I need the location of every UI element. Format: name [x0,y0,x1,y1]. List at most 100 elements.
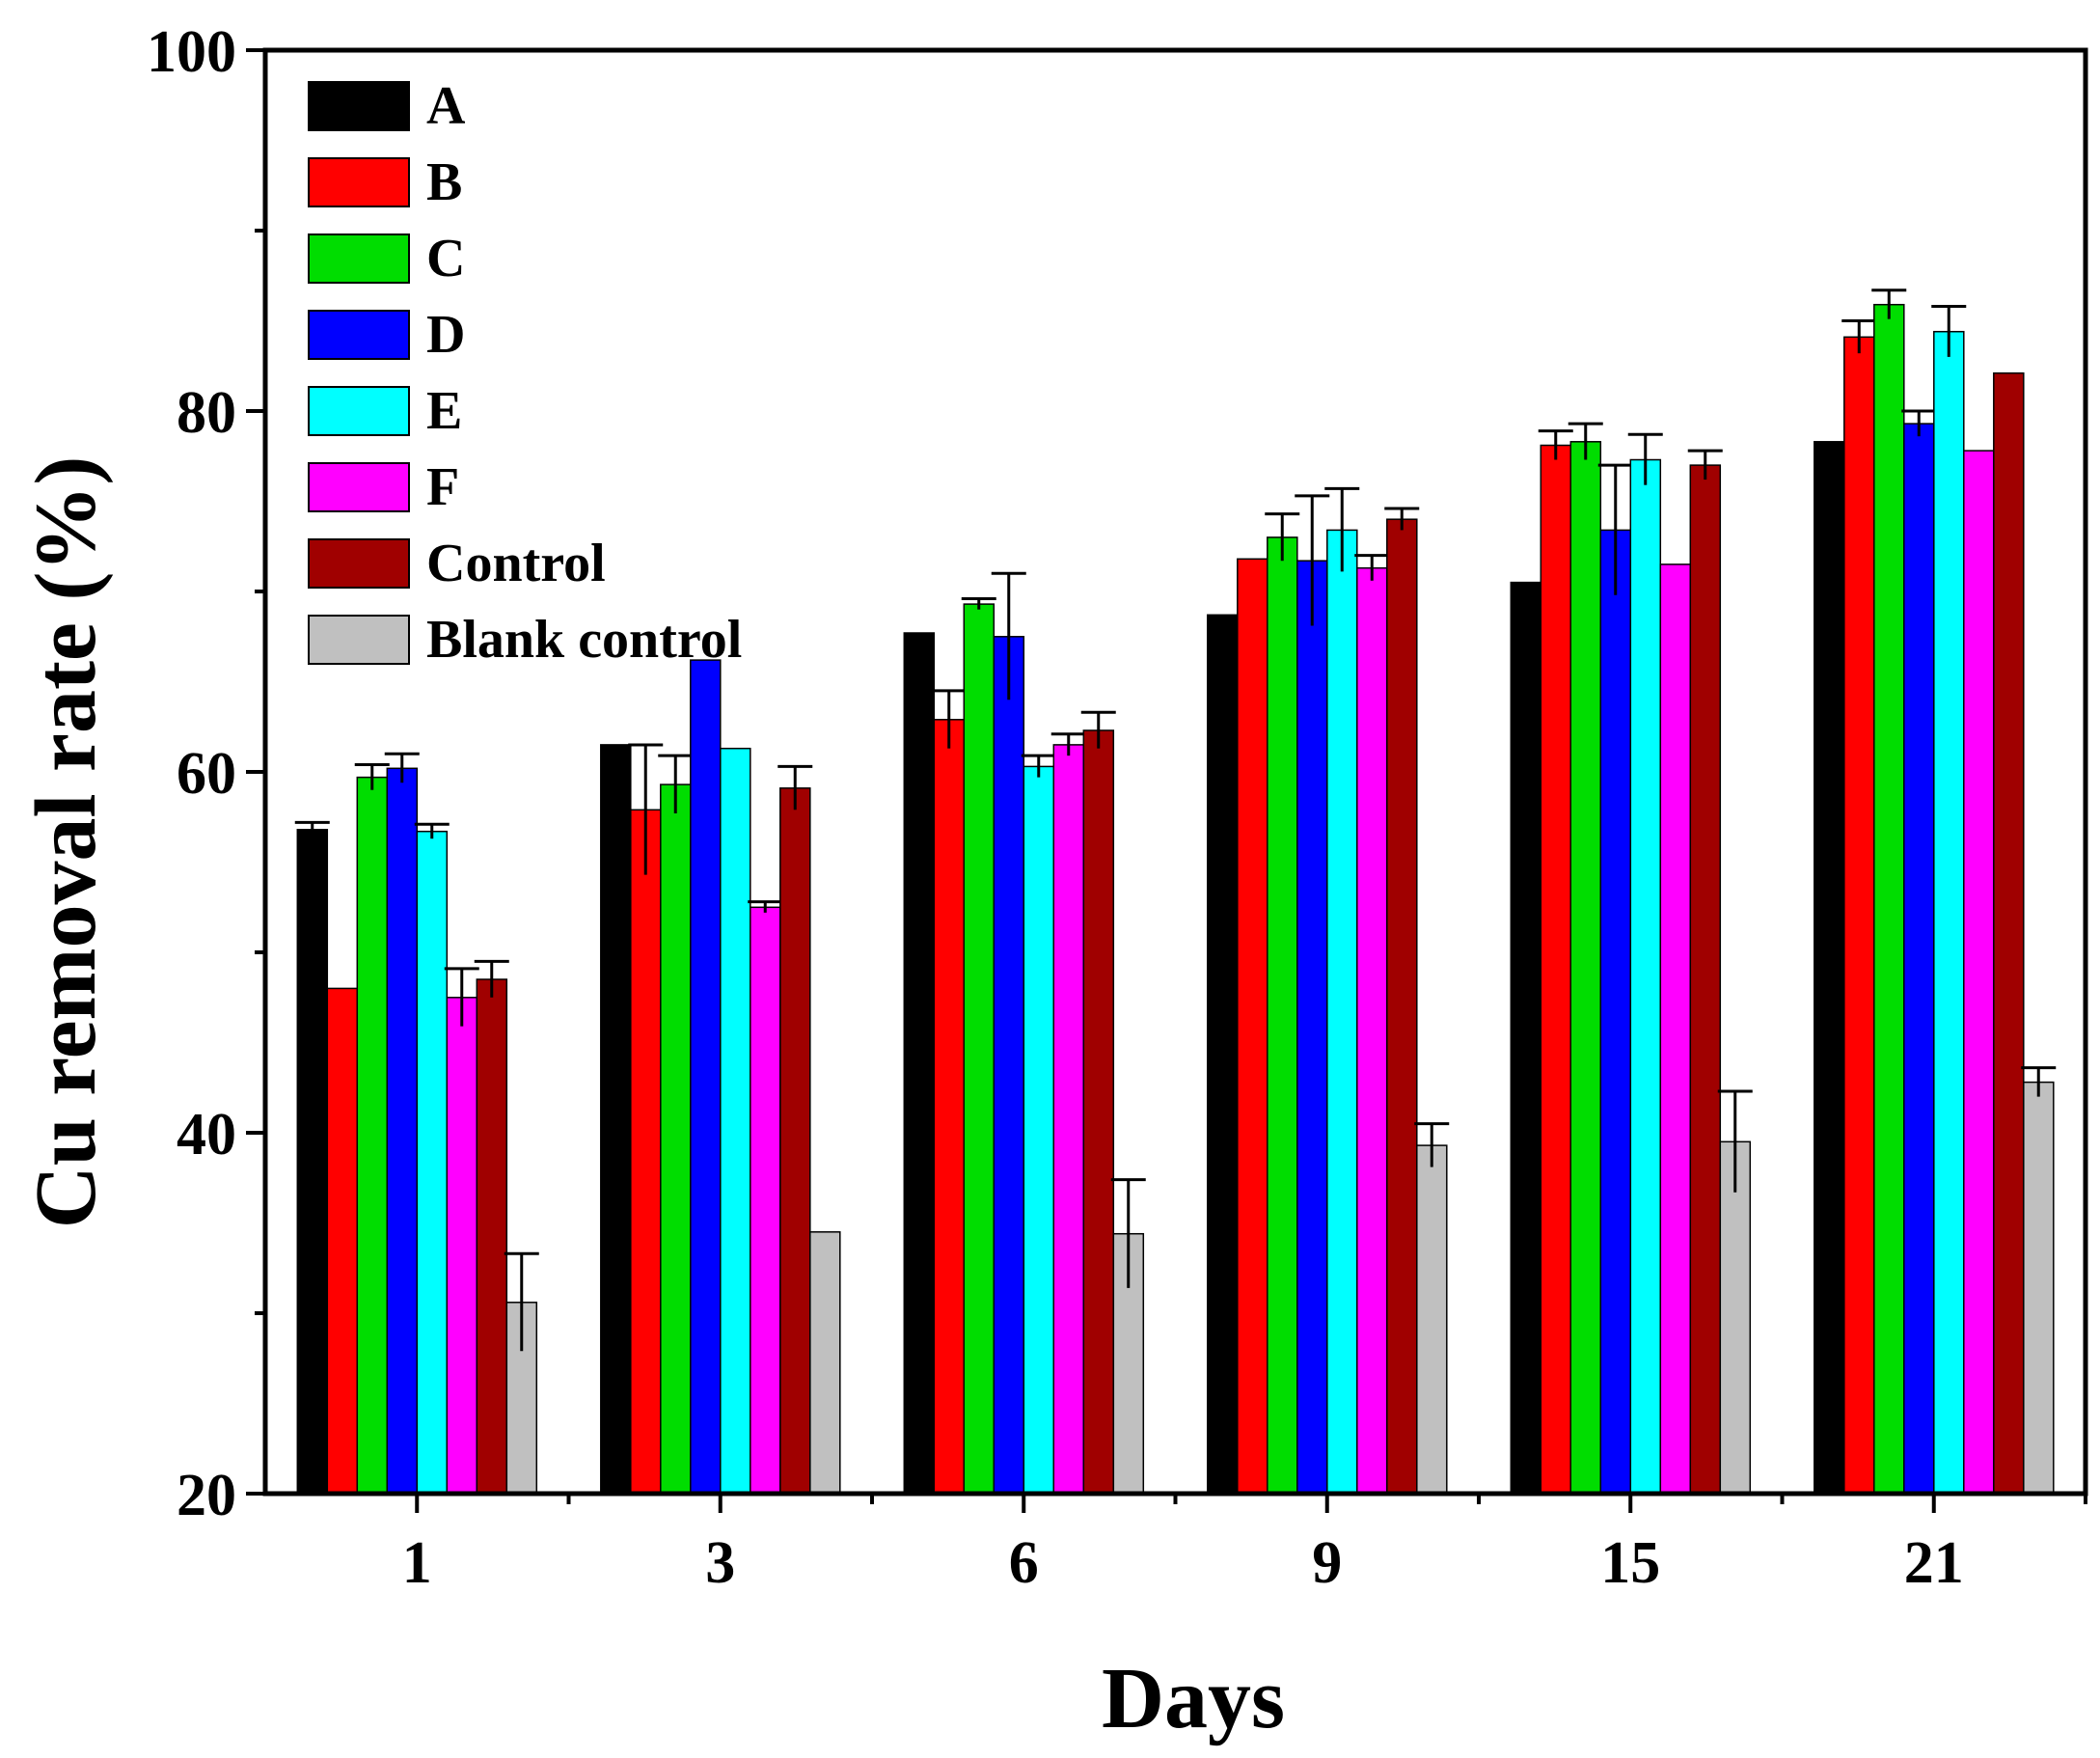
bar-f-day-9 [1356,566,1388,1495]
x-tick-label: 1 [402,1530,432,1596]
error-bar [1080,710,1116,749]
bar-control-day-15 [1689,464,1722,1495]
legend-label: A [426,76,466,136]
legend-label: E [426,381,462,441]
bar-d-day-3 [690,659,722,1495]
error-bar [1295,494,1330,626]
bar-a-day-1 [296,829,329,1495]
bar-f-day-3 [750,906,781,1495]
error-bar [1384,507,1420,531]
bar-b-day-1 [326,987,359,1495]
legend-item-c: C [308,229,465,288]
legend-swatch [308,157,410,207]
error-bar [1687,449,1723,481]
bar-b-day-3 [630,809,662,1495]
bar-d-day-1 [386,767,419,1495]
bar-a-day-21 [1814,441,1845,1495]
error-bar [1627,432,1663,485]
error-bar [628,743,664,875]
legend-label: Blank control [426,610,742,670]
y-tick-label: 80 [177,380,236,446]
error-bar [1568,422,1603,460]
legend-label: C [426,229,465,288]
legend-label: B [426,152,462,212]
bar-e-day-1 [416,830,449,1495]
bar-b-day-6 [933,719,966,1495]
error-bar [1931,305,1967,357]
error-bar [354,763,390,790]
bar-a-day-6 [903,632,936,1495]
bar-d-day-21 [1903,423,1935,1495]
error-bar [1597,463,1633,595]
error-bar [748,900,783,913]
error-bar [1871,288,1907,319]
legend-swatch [308,615,410,665]
x-tick-label: 6 [1009,1530,1039,1596]
bar-f-day-1 [446,997,478,1495]
x-axis-title: Days [1102,1651,1285,1746]
y-tick-label: 20 [177,1463,236,1528]
error-bar [1265,512,1300,562]
axes-layer: 20 40 60 80 100 1 3 6 9 15 21 [147,19,2088,1596]
y-axis-title: Cu removal rate (%) [18,456,114,1229]
y-tick-label: 100 [147,19,236,85]
bar-control-day-1 [476,978,508,1495]
bar-c-day-9 [1267,536,1298,1495]
x-tick-label: 3 [705,1530,735,1596]
error-bar [2021,1066,2057,1097]
legend-label: F [426,457,459,517]
x-tick-label: 21 [1904,1530,1964,1596]
bar-c-day-1 [356,776,389,1495]
legend-swatch [308,310,410,360]
bar-control-day-21 [1993,371,2025,1495]
bar-b-day-15 [1540,444,1572,1495]
error-bar [1538,429,1573,460]
legend-label: Control [426,534,606,593]
x-tick-label: 9 [1312,1530,1342,1596]
legend-item-a: A [308,76,466,136]
error-bar [1841,319,1877,354]
legend-swatch [308,462,410,512]
error-bar [1414,1122,1450,1167]
legend-item-control: Control [308,534,606,593]
error-bar [1324,486,1360,572]
bar-e-day-21 [1933,330,1965,1495]
legend-item-f: F [308,457,459,517]
bar-c-day-15 [1569,441,1602,1495]
y-tick-label: 40 [177,1102,236,1167]
error-bar [1354,554,1390,581]
bar-a-day-15 [1510,581,1542,1495]
bar-control-day-6 [1082,729,1115,1495]
error-bar [961,596,996,610]
bar-blank-control-day-9 [1416,1144,1448,1495]
error-bar [474,959,509,998]
error-bar [1901,409,1937,437]
error-bar [294,820,330,838]
bar-c-day-6 [963,603,995,1495]
legend-swatch [308,233,410,284]
error-bar [1050,732,1086,756]
bar-d-day-6 [993,636,1025,1495]
error-bar [414,822,450,839]
error-bar [777,764,813,810]
bar-c-day-21 [1873,303,1905,1495]
error-bar [1021,754,1056,778]
error-bar [1717,1089,1753,1193]
error-bar [384,752,420,783]
bar-control-day-9 [1386,518,1418,1495]
bar-control-day-3 [779,787,811,1495]
bar-e-day-9 [1326,529,1358,1495]
bar-f-day-21 [1963,450,1995,1495]
bar-blank-control-day-3 [809,1231,841,1495]
error-bar [1110,1178,1146,1288]
bar-f-day-6 [1052,744,1085,1495]
error-bar [658,754,694,814]
bar-c-day-3 [660,783,692,1495]
x-tick-label: 15 [1600,1530,1660,1596]
bar-f-day-15 [1659,563,1692,1495]
legend-item-b: B [308,152,462,212]
error-bar [504,1251,539,1352]
y-tick-label: 60 [177,741,236,807]
legend-item-blank-control: Blank control [308,610,742,670]
